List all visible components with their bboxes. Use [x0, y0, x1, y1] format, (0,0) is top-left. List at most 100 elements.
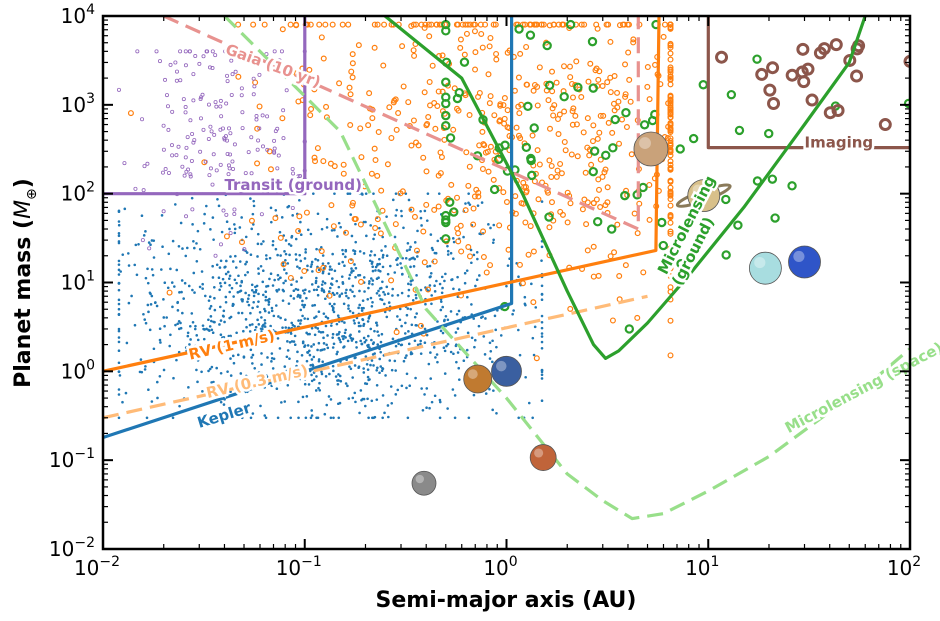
data-point	[429, 271, 433, 275]
data-point	[246, 270, 250, 274]
data-point	[209, 315, 213, 318]
data-point	[419, 209, 422, 213]
data-point	[303, 209, 310, 216]
data-point	[165, 316, 168, 319]
data-point	[263, 307, 266, 311]
data-point	[382, 290, 385, 294]
data-point	[246, 150, 251, 155]
data-point	[452, 240, 456, 244]
data-point	[422, 21, 429, 28]
data-point	[328, 202, 335, 209]
data-point	[345, 21, 352, 28]
data-point	[354, 240, 358, 244]
data-point	[607, 253, 614, 260]
data-point	[429, 62, 436, 69]
data-point	[208, 124, 213, 129]
data-point	[667, 161, 674, 168]
data-point	[217, 276, 221, 280]
data-point	[222, 315, 225, 318]
data-point	[296, 288, 300, 292]
data-point	[215, 263, 219, 267]
data-point	[257, 372, 261, 375]
data-point	[408, 206, 415, 213]
data-point	[435, 88, 442, 95]
data-point	[397, 190, 404, 197]
data-point	[176, 144, 181, 149]
data-point	[335, 352, 339, 356]
data-point	[349, 199, 356, 206]
data-point	[146, 267, 149, 271]
data-point	[152, 347, 156, 351]
data-point	[301, 303, 304, 307]
data-point	[657, 217, 667, 228]
data-point	[377, 289, 380, 293]
data-point	[193, 327, 197, 331]
data-point	[255, 147, 260, 152]
data-point	[491, 112, 498, 119]
data-point	[667, 273, 674, 280]
data-point	[323, 412, 327, 416]
data-point	[586, 152, 593, 159]
data-point	[734, 125, 745, 136]
data-point	[351, 396, 355, 400]
data-point	[526, 21, 533, 28]
data-point	[117, 282, 121, 285]
data-point	[620, 190, 630, 201]
data-point	[228, 290, 232, 294]
data-point	[330, 223, 337, 230]
data-point	[186, 334, 190, 338]
data-point	[196, 380, 199, 384]
data-point	[260, 316, 263, 319]
data-point	[261, 280, 265, 284]
data-point	[358, 192, 362, 195]
data-point	[351, 311, 355, 315]
data-point	[252, 294, 256, 298]
data-point	[306, 228, 310, 232]
data-point	[584, 144, 591, 151]
data-point	[373, 329, 376, 333]
data-point	[261, 293, 265, 297]
data-point	[610, 100, 617, 107]
data-point	[348, 334, 352, 338]
data-point	[402, 359, 406, 363]
data-point	[276, 153, 281, 158]
data-point	[246, 297, 250, 301]
data-point	[213, 100, 218, 105]
data-point	[610, 114, 620, 125]
data-point	[142, 312, 145, 316]
data-point	[248, 217, 255, 224]
data-point	[169, 333, 172, 337]
data-point	[369, 115, 376, 122]
data-point	[240, 216, 243, 219]
data-point	[582, 169, 589, 176]
data-point	[376, 262, 379, 266]
data-point	[393, 235, 397, 239]
data-point	[228, 231, 233, 236]
data-point	[368, 254, 372, 257]
data-point	[626, 76, 633, 83]
data-point	[181, 247, 184, 250]
data-point	[570, 105, 577, 112]
data-point	[615, 98, 622, 105]
data-point	[149, 303, 153, 306]
data-point	[310, 414, 314, 417]
data-point	[269, 206, 273, 210]
data-point	[318, 34, 325, 41]
data-point	[457, 44, 464, 51]
data-point	[219, 416, 223, 420]
data-point	[536, 161, 543, 168]
data-point	[455, 312, 459, 316]
data-point	[301, 289, 305, 292]
data-point	[462, 359, 466, 363]
data-point	[379, 365, 383, 368]
data-point	[500, 102, 507, 109]
data-point	[188, 172, 193, 177]
data-point	[272, 375, 276, 379]
data-point	[363, 290, 366, 293]
data-point	[608, 143, 618, 153]
data-point	[376, 343, 380, 346]
data-point	[371, 300, 374, 304]
data-point	[365, 362, 369, 366]
data-point	[268, 277, 271, 281]
data-point	[145, 416, 149, 420]
